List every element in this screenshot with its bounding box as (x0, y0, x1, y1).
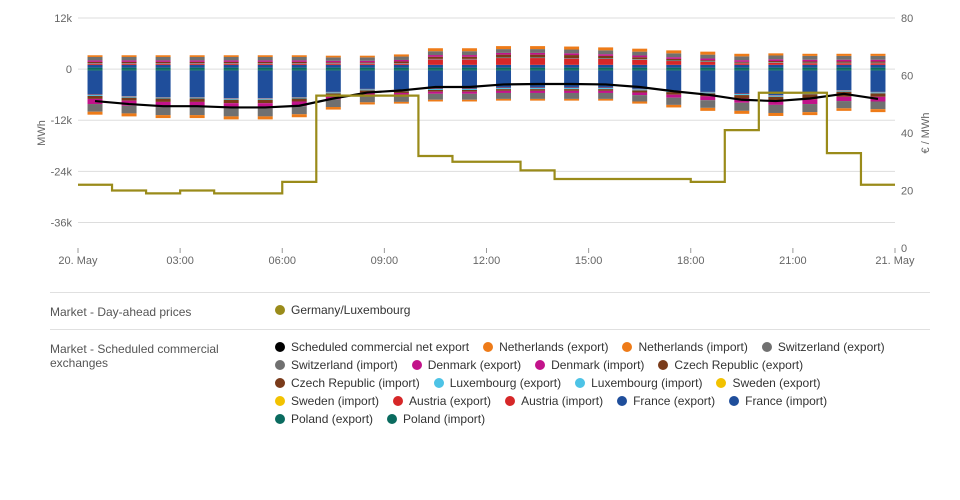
svg-text:18:00: 18:00 (677, 255, 705, 267)
legend-label: Switzerland (import) (291, 358, 398, 372)
legend-label: Switzerland (export) (778, 340, 885, 354)
legend-item[interactable]: Denmark (export) (412, 358, 521, 372)
svg-text:-36k: -36k (51, 217, 73, 229)
legend-item[interactable]: Austria (import) (505, 394, 603, 408)
svg-text:03:00: 03:00 (166, 255, 194, 267)
legend-swatch (716, 378, 726, 388)
legend-swatch (275, 342, 285, 352)
legend-title-exchanges: Market - Scheduled commercial exchanges (50, 340, 275, 370)
legend-item[interactable]: Sweden (import) (275, 394, 379, 408)
legend-label: Sweden (export) (732, 376, 820, 390)
legend-item[interactable]: Netherlands (import) (622, 340, 747, 354)
legend-label: Scheduled commercial net export (291, 340, 469, 354)
svg-text:20: 20 (901, 186, 913, 198)
legend-swatch (412, 360, 422, 370)
legend-item[interactable]: France (export) (617, 394, 715, 408)
legend-row-exchanges: Market - Scheduled commercial exchanges … (50, 329, 930, 436)
legend-item[interactable]: Czech Republic (export) (658, 358, 803, 372)
legend-label: Luxembourg (export) (450, 376, 561, 390)
legend-label: Czech Republic (import) (291, 376, 420, 390)
legend-item[interactable]: Switzerland (import) (275, 358, 398, 372)
legend-item[interactable]: Netherlands (export) (483, 340, 608, 354)
svg-text:15:00: 15:00 (575, 255, 603, 267)
legend-swatch (658, 360, 668, 370)
svg-text:21:00: 21:00 (779, 255, 807, 267)
legend-swatch (434, 378, 444, 388)
legend-item[interactable]: France (import) (729, 394, 827, 408)
legend-item[interactable]: Sweden (export) (716, 376, 820, 390)
legend-label: Austria (import) (521, 394, 603, 408)
legend-item[interactable]: Germany/Luxembourg (275, 303, 410, 317)
legend-item[interactable]: Luxembourg (import) (575, 376, 702, 390)
legend-swatch (275, 378, 285, 388)
legend-label: Netherlands (export) (499, 340, 608, 354)
legend-label: Luxembourg (import) (591, 376, 702, 390)
svg-text:21. May: 21. May (875, 255, 915, 267)
legend-item[interactable]: Switzerland (export) (762, 340, 885, 354)
legend: Market - Day-ahead prices Germany/Luxemb… (50, 292, 930, 436)
legend-items-prices: Germany/Luxembourg (275, 303, 930, 317)
legend-label: Poland (import) (403, 412, 485, 426)
legend-swatch (617, 396, 627, 406)
legend-item[interactable]: Czech Republic (import) (275, 376, 420, 390)
legend-items-exchanges: Scheduled commercial net export Netherlan… (275, 340, 930, 426)
legend-swatch (275, 396, 285, 406)
legend-swatch (535, 360, 545, 370)
legend-row-prices: Market - Day-ahead prices Germany/Luxemb… (50, 292, 930, 329)
legend-title-prices: Market - Day-ahead prices (50, 303, 275, 319)
svg-text:0: 0 (66, 64, 72, 76)
legend-label: Austria (export) (409, 394, 491, 408)
legend-label: Denmark (export) (428, 358, 521, 372)
svg-text:06:00: 06:00 (268, 255, 296, 267)
svg-text:-12k: -12k (51, 115, 73, 127)
legend-label: Germany/Luxembourg (291, 303, 410, 317)
svg-text:-24k: -24k (51, 166, 73, 178)
svg-text:60: 60 (901, 71, 913, 83)
chart-area (78, 18, 895, 248)
legend-swatch (275, 414, 285, 424)
svg-text:09:00: 09:00 (371, 255, 399, 267)
legend-label: France (import) (745, 394, 827, 408)
legend-label: Poland (export) (291, 412, 373, 426)
legend-swatch (483, 342, 493, 352)
legend-swatch (575, 378, 585, 388)
legend-label: Czech Republic (export) (674, 358, 803, 372)
legend-item[interactable]: Austria (export) (393, 394, 491, 408)
svg-text:12:00: 12:00 (473, 255, 501, 267)
legend-swatch (729, 396, 739, 406)
legend-label: France (export) (633, 394, 715, 408)
svg-text:20. May: 20. May (58, 255, 98, 267)
svg-text:80: 80 (901, 13, 913, 25)
legend-swatch (393, 396, 403, 406)
legend-swatch (505, 396, 515, 406)
legend-swatch (275, 305, 285, 315)
chart-svg (78, 18, 895, 248)
legend-item[interactable]: Denmark (import) (535, 358, 644, 372)
legend-item[interactable]: Poland (export) (275, 412, 373, 426)
legend-label: Netherlands (import) (638, 340, 747, 354)
legend-swatch (762, 342, 772, 352)
legend-label: Sweden (import) (291, 394, 379, 408)
legend-item[interactable]: Luxembourg (export) (434, 376, 561, 390)
y-left-axis-title: MWh (36, 120, 48, 146)
y-right-axis-title: € / MWh (920, 113, 932, 154)
svg-text:12k: 12k (54, 13, 72, 25)
legend-swatch (387, 414, 397, 424)
legend-item[interactable]: Poland (import) (387, 412, 485, 426)
legend-label: Denmark (import) (551, 358, 644, 372)
svg-text:40: 40 (901, 128, 913, 140)
legend-swatch (622, 342, 632, 352)
stage: MWh € / MWh -36k -24k -12k 0 12k 0 20 40 60 80 20.… (0, 0, 960, 500)
svg-text:0: 0 (901, 243, 907, 255)
legend-item[interactable]: Scheduled commercial net export (275, 340, 469, 354)
legend-swatch (275, 360, 285, 370)
